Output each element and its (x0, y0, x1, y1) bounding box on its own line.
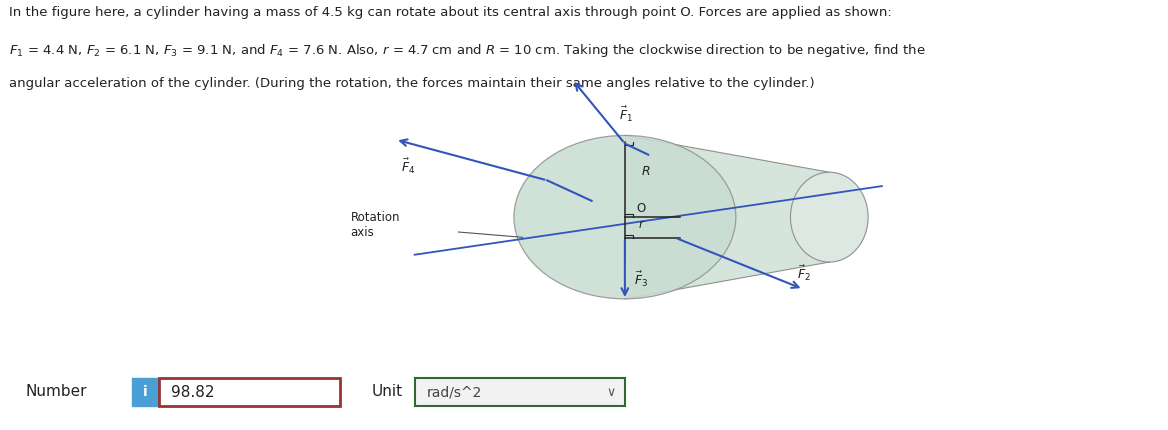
Text: $\vec{F}_3$: $\vec{F}_3$ (634, 270, 648, 289)
Text: $F_1$ = 4.4 N, $F_2$ = 6.1 N, $F_3$ = 9.1 N, and $F_4$ = 7.6 N. Also, $r$ = 4.7 : $F_1$ = 4.4 N, $F_2$ = 6.1 N, $F_3$ = 9.… (9, 42, 926, 59)
Ellipse shape (514, 135, 736, 299)
Text: Rotation
axis: Rotation axis (350, 211, 399, 240)
Text: In the figure here, a cylinder having a mass of 4.5 kg can rotate about its cent: In the figure here, a cylinder having a … (9, 6, 892, 19)
Polygon shape (625, 135, 829, 299)
FancyBboxPatch shape (132, 378, 158, 406)
Text: Number: Number (26, 384, 88, 399)
Text: $\vec{F}_1$: $\vec{F}_1$ (619, 105, 633, 125)
FancyBboxPatch shape (159, 378, 340, 406)
FancyBboxPatch shape (415, 378, 625, 406)
Text: i: i (142, 385, 147, 399)
Ellipse shape (791, 172, 868, 262)
Text: $\vec{F}_2$: $\vec{F}_2$ (798, 263, 812, 283)
Text: angular acceleration of the cylinder. (During the rotation, the forces maintain : angular acceleration of the cylinder. (D… (9, 77, 815, 90)
Text: r: r (639, 218, 644, 231)
Text: R: R (641, 165, 649, 178)
Text: ∨: ∨ (606, 386, 616, 399)
Text: $\vec{F}_4$: $\vec{F}_4$ (402, 157, 416, 176)
Text: Unit: Unit (371, 384, 403, 399)
Text: O: O (637, 202, 646, 215)
Text: rad/s^2: rad/s^2 (426, 385, 481, 399)
Text: 98.82: 98.82 (171, 385, 214, 400)
